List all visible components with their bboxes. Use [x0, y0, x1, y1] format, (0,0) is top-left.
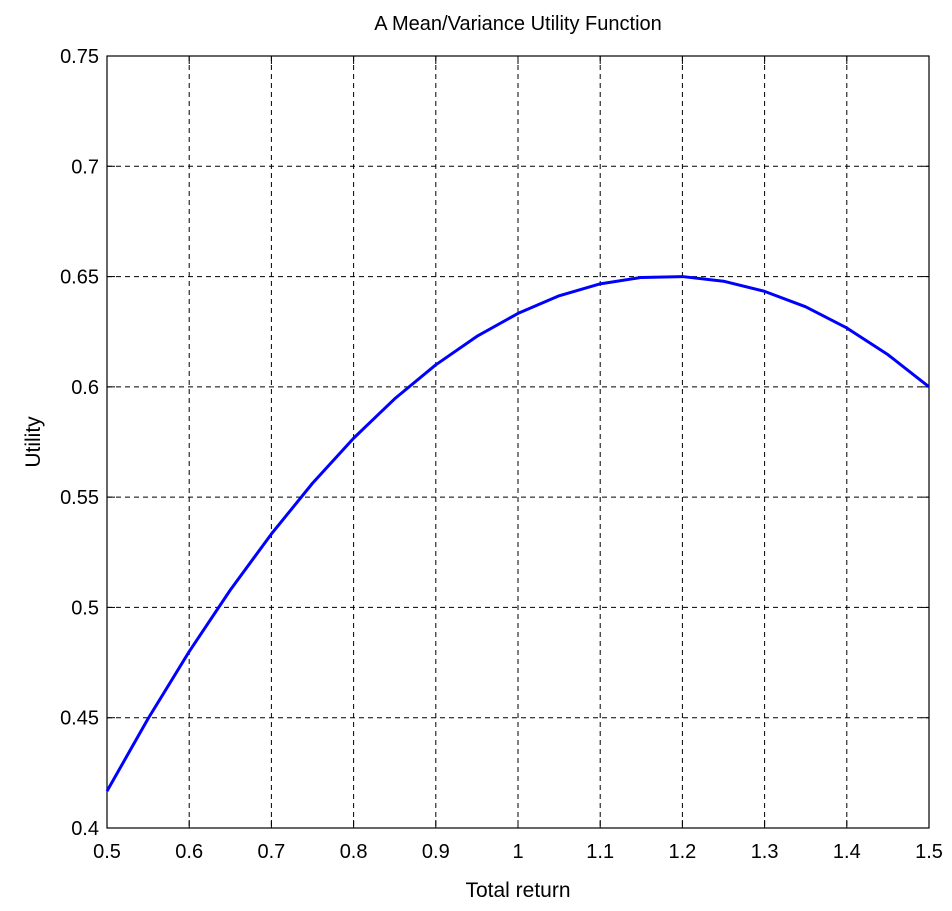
x-tick-label: 1.5: [915, 841, 943, 863]
chart-title: A Mean/Variance Utility Function: [374, 13, 662, 35]
x-tick-label: 1.4: [833, 841, 861, 863]
x-axis-label: Total return: [465, 879, 570, 902]
x-tick-label: 0.8: [340, 841, 368, 863]
y-tick-label: 0.5: [71, 597, 99, 619]
y-tick-label: 0.75: [60, 46, 99, 68]
y-tick-label: 0.6: [71, 377, 99, 399]
x-tick-label: 0.9: [422, 841, 450, 863]
grid: [107, 56, 929, 828]
series-line: [105, 275, 930, 792]
x-tick-label: 1.3: [751, 841, 779, 863]
y-tick-label: 0.45: [60, 708, 99, 730]
ticks: 0.5 0.6 0.7 0.8 0.9 1 1.1 1.2 1.3 1.4 1.5 0.4 0.45 0.…: [60, 46, 943, 863]
y-axis-label: Utility: [22, 416, 45, 468]
y-tick-label: 0.65: [60, 267, 99, 289]
x-tick-label: 0.7: [257, 841, 285, 863]
y-tick-label: 0.55: [60, 487, 99, 509]
series-group: [105, 275, 930, 792]
y-tick-label: 0.7: [71, 156, 99, 178]
x-tick-label: 0.5: [93, 841, 121, 863]
plot-area: [107, 56, 929, 828]
x-tick-label: 1.1: [586, 841, 614, 863]
x-tick-label: 0.6: [175, 841, 203, 863]
x-tick-label: 1.2: [668, 841, 696, 863]
y-tick-label: 0.4: [71, 818, 99, 840]
x-tick-label: 1: [512, 841, 523, 863]
